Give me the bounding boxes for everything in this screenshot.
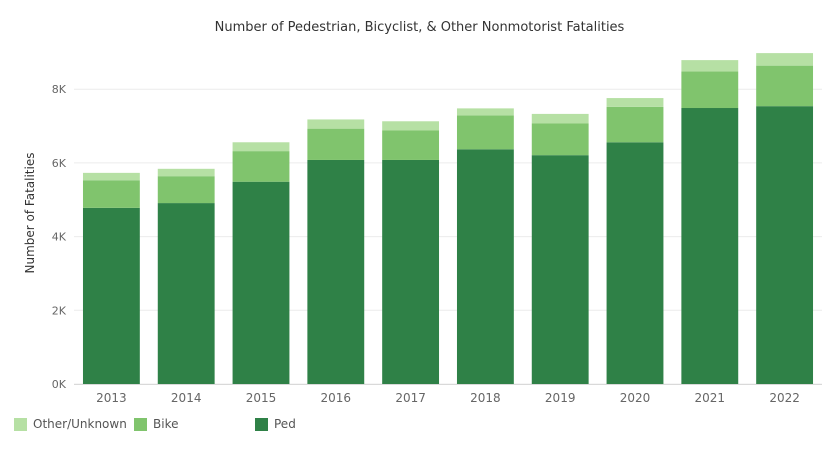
bar-segment-bike-2017[interactable] [382,130,440,160]
bar-segment-other-unknown-2022[interactable] [756,53,814,66]
bar-segment-ped-2019[interactable] [531,155,589,384]
x-tick-label: 2013 [96,391,127,405]
legend-swatch-other-unknown [14,417,27,431]
bar-segment-ped-2022[interactable] [756,106,814,384]
bar-segment-other-unknown-2015[interactable] [232,142,290,152]
bar-segment-bike-2015[interactable] [232,151,290,182]
legend-label-other-unknown: Other/Unknown [33,417,127,431]
y-tick-label: 0K [52,378,67,391]
bar-segment-ped-2016[interactable] [307,159,365,384]
x-tick-label: 2014 [171,391,202,405]
bar-segment-other-unknown-2013[interactable] [82,172,140,181]
bar-segment-ped-2021[interactable] [681,108,739,385]
x-tick-label: 2020 [620,391,651,405]
bar-segment-other-unknown-2018[interactable] [456,108,514,116]
legend-swatch-ped [255,417,268,431]
x-tick-label: 2019 [545,391,576,405]
y-tick-label: 2K [52,304,67,317]
y-axis-label: Number of Fatalities [23,153,37,274]
x-tick-label: 2022 [769,391,800,405]
bar-segment-other-unknown-2016[interactable] [307,119,365,129]
bar-segment-ped-2013[interactable] [82,207,140,384]
bar-segment-bike-2018[interactable] [456,115,514,150]
legend-label-ped: Ped [274,417,296,431]
bar-segment-bike-2020[interactable] [606,106,664,143]
x-tick-label: 2021 [695,391,726,405]
bar-segment-ped-2014[interactable] [157,203,215,384]
y-tick-label: 8K [52,83,67,96]
bar-segment-other-unknown-2017[interactable] [382,121,440,131]
bar-segment-ped-2020[interactable] [606,142,664,384]
bar-segment-other-unknown-2021[interactable] [681,60,739,72]
x-tick-label: 2015 [246,391,277,405]
x-tick-label: 2017 [395,391,426,405]
stacked-bar-chart: 0K 2K 4K 6K 8K 2013 2014 2015 2016 2017 2018 2019 20… [23,53,822,405]
bar-segment-bike-2021[interactable] [681,71,739,109]
x-tick-label: 2016 [321,391,352,405]
chart-title: Number of Pedestrian, Bicyclist, & Other… [214,20,625,35]
legend-swatch-bike [134,417,147,431]
bar-segment-bike-2013[interactable] [82,180,140,208]
y-tick-label: 6K [52,157,67,170]
bar-segment-other-unknown-2019[interactable] [531,113,589,124]
bar-segment-bike-2014[interactable] [157,176,215,204]
bar-segment-bike-2019[interactable] [531,123,589,156]
bar-layer [82,53,814,385]
legend-item-ped[interactable]: Ped [255,417,296,431]
bar-segment-ped-2017[interactable] [382,159,440,384]
bar-segment-ped-2018[interactable] [456,149,514,384]
legend-item-bike[interactable]: Bike [134,417,178,431]
legend-label-bike: Bike [153,417,179,431]
bar-segment-bike-2022[interactable] [756,65,814,107]
bar-segment-other-unknown-2020[interactable] [606,98,664,107]
legend: Other/Unknown Bike Ped [14,417,824,435]
axis-layer: 0K 2K 4K 6K 8K 2013 2014 2015 2016 2017 2018 2019 20… [52,83,822,405]
legend-item-other-unknown[interactable]: Other/Unknown [14,417,127,431]
bar-segment-bike-2016[interactable] [307,128,365,160]
bar-segment-other-unknown-2014[interactable] [157,168,215,177]
bar-segment-ped-2015[interactable] [232,181,290,384]
x-tick-label: 2018 [470,391,501,405]
y-tick-label: 4K [52,231,67,244]
